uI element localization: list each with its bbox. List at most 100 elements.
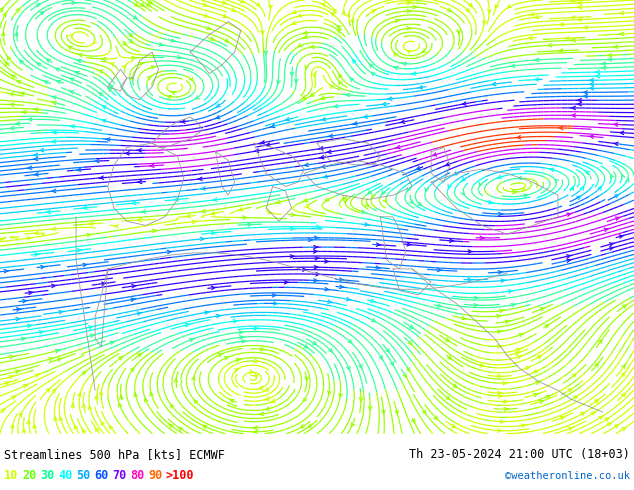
FancyArrowPatch shape	[604, 228, 609, 231]
FancyArrowPatch shape	[119, 403, 122, 407]
FancyArrowPatch shape	[169, 424, 173, 428]
FancyArrowPatch shape	[57, 358, 62, 361]
FancyArrowPatch shape	[36, 4, 40, 7]
FancyArrowPatch shape	[256, 373, 259, 377]
FancyArrowPatch shape	[571, 16, 575, 19]
FancyArrowPatch shape	[406, 368, 410, 371]
FancyArrowPatch shape	[457, 30, 460, 34]
FancyArrowPatch shape	[235, 369, 238, 372]
FancyArrowPatch shape	[291, 213, 296, 217]
FancyArrowPatch shape	[93, 40, 97, 43]
FancyArrowPatch shape	[567, 213, 572, 216]
FancyArrowPatch shape	[115, 225, 119, 228]
FancyArrowPatch shape	[178, 55, 182, 59]
FancyArrowPatch shape	[446, 396, 450, 399]
FancyArrowPatch shape	[479, 182, 482, 186]
FancyArrowPatch shape	[353, 59, 356, 63]
FancyArrowPatch shape	[498, 394, 503, 398]
FancyArrowPatch shape	[583, 95, 588, 98]
FancyArrowPatch shape	[70, 125, 75, 128]
FancyArrowPatch shape	[609, 247, 614, 250]
FancyArrowPatch shape	[46, 389, 50, 392]
FancyArrowPatch shape	[254, 327, 259, 330]
FancyArrowPatch shape	[516, 136, 521, 139]
FancyArrowPatch shape	[190, 339, 195, 342]
FancyArrowPatch shape	[595, 74, 600, 78]
FancyArrowPatch shape	[466, 8, 469, 12]
FancyArrowPatch shape	[513, 191, 517, 194]
FancyArrowPatch shape	[498, 345, 502, 348]
FancyArrowPatch shape	[17, 81, 21, 84]
FancyArrowPatch shape	[547, 44, 552, 47]
FancyArrowPatch shape	[36, 374, 41, 377]
FancyArrowPatch shape	[240, 336, 244, 339]
FancyArrowPatch shape	[217, 104, 221, 107]
FancyArrowPatch shape	[333, 104, 338, 108]
FancyArrowPatch shape	[145, 398, 148, 402]
FancyArrowPatch shape	[171, 39, 176, 42]
FancyArrowPatch shape	[379, 356, 382, 359]
FancyArrowPatch shape	[252, 426, 257, 430]
FancyArrowPatch shape	[254, 359, 259, 363]
FancyArrowPatch shape	[133, 16, 137, 19]
FancyArrowPatch shape	[171, 404, 174, 408]
FancyArrowPatch shape	[331, 13, 335, 16]
Text: 20: 20	[22, 469, 36, 483]
FancyArrowPatch shape	[391, 362, 393, 366]
FancyArrowPatch shape	[462, 317, 467, 320]
FancyArrowPatch shape	[577, 196, 581, 199]
FancyArrowPatch shape	[448, 356, 451, 359]
FancyArrowPatch shape	[340, 285, 344, 289]
FancyArrowPatch shape	[434, 416, 437, 419]
FancyArrowPatch shape	[325, 288, 330, 291]
FancyArrowPatch shape	[446, 338, 450, 341]
FancyArrowPatch shape	[47, 59, 50, 62]
FancyArrowPatch shape	[408, 0, 412, 2]
FancyArrowPatch shape	[413, 5, 418, 8]
FancyArrowPatch shape	[619, 11, 624, 15]
FancyArrowPatch shape	[77, 53, 82, 57]
FancyArrowPatch shape	[23, 299, 27, 303]
FancyArrowPatch shape	[101, 422, 105, 426]
FancyArrowPatch shape	[372, 10, 375, 13]
FancyArrowPatch shape	[371, 299, 375, 302]
FancyArrowPatch shape	[141, 210, 145, 213]
FancyArrowPatch shape	[351, 19, 354, 23]
FancyArrowPatch shape	[347, 366, 350, 370]
FancyArrowPatch shape	[212, 198, 217, 201]
FancyArrowPatch shape	[239, 331, 243, 334]
FancyArrowPatch shape	[78, 393, 81, 397]
FancyArrowPatch shape	[54, 417, 57, 420]
FancyArrowPatch shape	[339, 81, 342, 85]
FancyArrowPatch shape	[20, 92, 25, 96]
FancyArrowPatch shape	[231, 8, 235, 11]
FancyArrowPatch shape	[313, 73, 316, 77]
FancyArrowPatch shape	[174, 379, 178, 383]
FancyArrowPatch shape	[305, 377, 308, 380]
FancyArrowPatch shape	[403, 373, 406, 377]
FancyArrowPatch shape	[614, 142, 618, 146]
FancyArrowPatch shape	[315, 257, 320, 260]
FancyArrowPatch shape	[345, 94, 350, 97]
FancyArrowPatch shape	[270, 124, 275, 127]
FancyArrowPatch shape	[526, 367, 531, 370]
FancyArrowPatch shape	[8, 56, 11, 60]
FancyArrowPatch shape	[16, 9, 20, 12]
FancyArrowPatch shape	[538, 355, 541, 359]
FancyArrowPatch shape	[316, 225, 321, 228]
FancyArrowPatch shape	[130, 76, 133, 80]
FancyArrowPatch shape	[586, 172, 590, 174]
FancyArrowPatch shape	[574, 396, 578, 399]
FancyArrowPatch shape	[9, 93, 14, 96]
FancyArrowPatch shape	[432, 153, 437, 156]
FancyArrowPatch shape	[581, 413, 585, 416]
Text: 80: 80	[130, 469, 145, 483]
FancyArrowPatch shape	[134, 3, 138, 6]
FancyArrowPatch shape	[607, 53, 612, 57]
FancyArrowPatch shape	[598, 186, 602, 190]
FancyArrowPatch shape	[363, 115, 368, 118]
FancyArrowPatch shape	[619, 235, 624, 238]
FancyArrowPatch shape	[277, 80, 280, 84]
FancyArrowPatch shape	[28, 324, 32, 327]
FancyArrowPatch shape	[567, 255, 571, 258]
